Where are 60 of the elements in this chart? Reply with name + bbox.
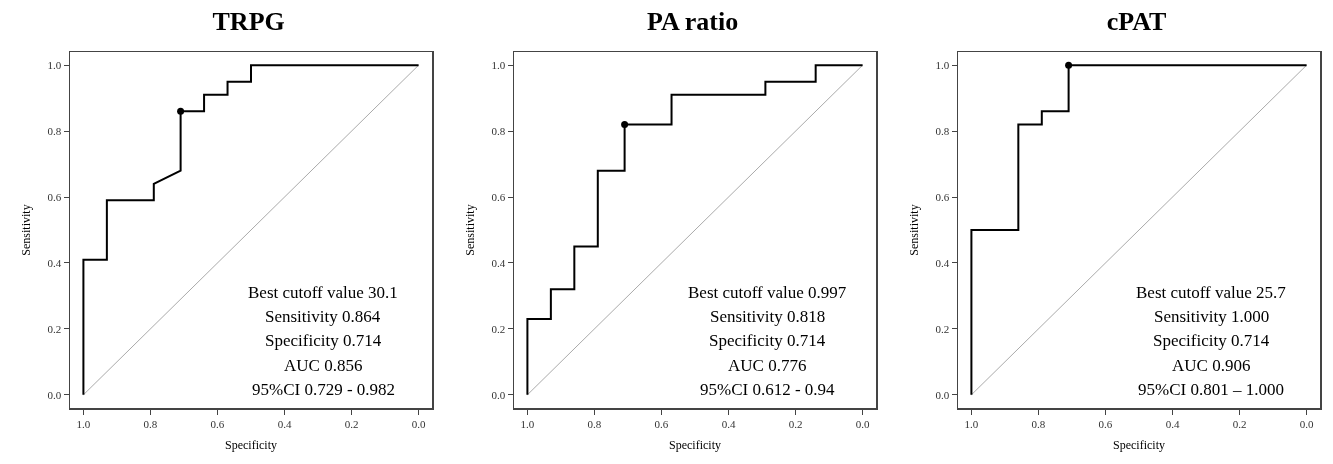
x-tick-label: 0.0 — [855, 417, 870, 430]
y-tick-label: 0.4 — [935, 256, 950, 269]
x-tick-label: 1.0 — [520, 417, 535, 430]
y-tick-label: 0.2 — [47, 322, 62, 335]
x-tick-label: 0.0 — [1299, 417, 1314, 430]
x-tick-label: 0.4 — [277, 417, 292, 430]
y-tick-label: 1.0 — [47, 59, 62, 72]
y-tick-label: 0.6 — [47, 190, 62, 203]
annotation: 95%CI 0.801 – 1.000 — [1138, 380, 1284, 399]
annotation: 95%CI 0.612 - 0.94 — [700, 380, 836, 399]
y-tick-label: 0.8 — [491, 124, 506, 137]
y-tick-label: 0.0 — [491, 388, 506, 401]
x-axis-title: Specificity — [225, 438, 277, 453]
x-tick-label: 0.8 — [143, 417, 158, 430]
x-tick-label: 0.2 — [788, 417, 803, 430]
x-axis-title: Specificity — [1113, 438, 1165, 453]
chart-title: TRPG — [212, 6, 285, 36]
x-tick-label: 0.6 — [654, 417, 669, 430]
annotation: Best cutoff value 30.1 — [248, 283, 398, 302]
annotation: Specificity 0.714 — [709, 331, 826, 350]
annotation: Sensitivity 1.000 — [1154, 307, 1270, 326]
annotation: Sensitivity 0.864 — [265, 307, 381, 326]
annotation: Specificity 0.714 — [265, 331, 382, 350]
annotation: Best cutoff value 25.7 — [1136, 283, 1287, 302]
annotation: AUC 0.776 — [728, 356, 807, 375]
y-tick-label: 0.8 — [47, 124, 62, 137]
y-tick-label: 0.4 — [47, 256, 62, 269]
y-tick-label: 1.0 — [491, 59, 506, 72]
y-tick-label: 0.6 — [491, 190, 506, 203]
y-tick-label: 0.2 — [935, 322, 950, 335]
y-axis-title: Sensitivity — [19, 204, 34, 256]
annotation: AUC 0.856 — [284, 356, 363, 375]
x-tick-label: 1.0 — [964, 417, 979, 430]
chart-title: PA ratio — [647, 6, 739, 36]
x-tick-label: 0.2 — [344, 417, 359, 430]
annotation: Best cutoff value 0.997 — [688, 283, 847, 302]
chart-title: cPAT — [1106, 6, 1167, 36]
x-tick-label: 0.6 — [210, 417, 225, 430]
y-tick-label: 0.0 — [935, 388, 950, 401]
y-tick-label: 0.2 — [491, 322, 506, 335]
y-axis-title: Sensitivity — [463, 204, 478, 256]
x-tick-label: 0.8 — [587, 417, 602, 430]
x-tick-label: 0.0 — [411, 417, 426, 430]
annotation: AUC 0.906 — [1172, 356, 1251, 375]
y-tick-label: 1.0 — [935, 59, 950, 72]
y-tick-label: 0.0 — [47, 388, 62, 401]
x-tick-label: 0.2 — [1232, 417, 1247, 430]
y-tick-label: 0.4 — [491, 256, 506, 269]
x-tick-label: 0.4 — [721, 417, 736, 430]
annotation: 95%CI 0.729 - 0.982 — [252, 380, 396, 399]
y-tick-label: 0.8 — [935, 124, 950, 137]
y-axis-title: Sensitivity — [907, 204, 922, 256]
x-tick-label: 0.6 — [1098, 417, 1113, 430]
x-tick-label: 0.4 — [1165, 417, 1180, 430]
annotation: Sensitivity 0.818 — [710, 307, 826, 326]
x-tick-label: 1.0 — [76, 417, 91, 430]
x-tick-label: 0.8 — [1031, 417, 1046, 430]
x-axis-title: Specificity — [669, 438, 721, 453]
annotation: Specificity 0.714 — [1153, 331, 1270, 350]
y-tick-label: 0.6 — [935, 190, 950, 203]
